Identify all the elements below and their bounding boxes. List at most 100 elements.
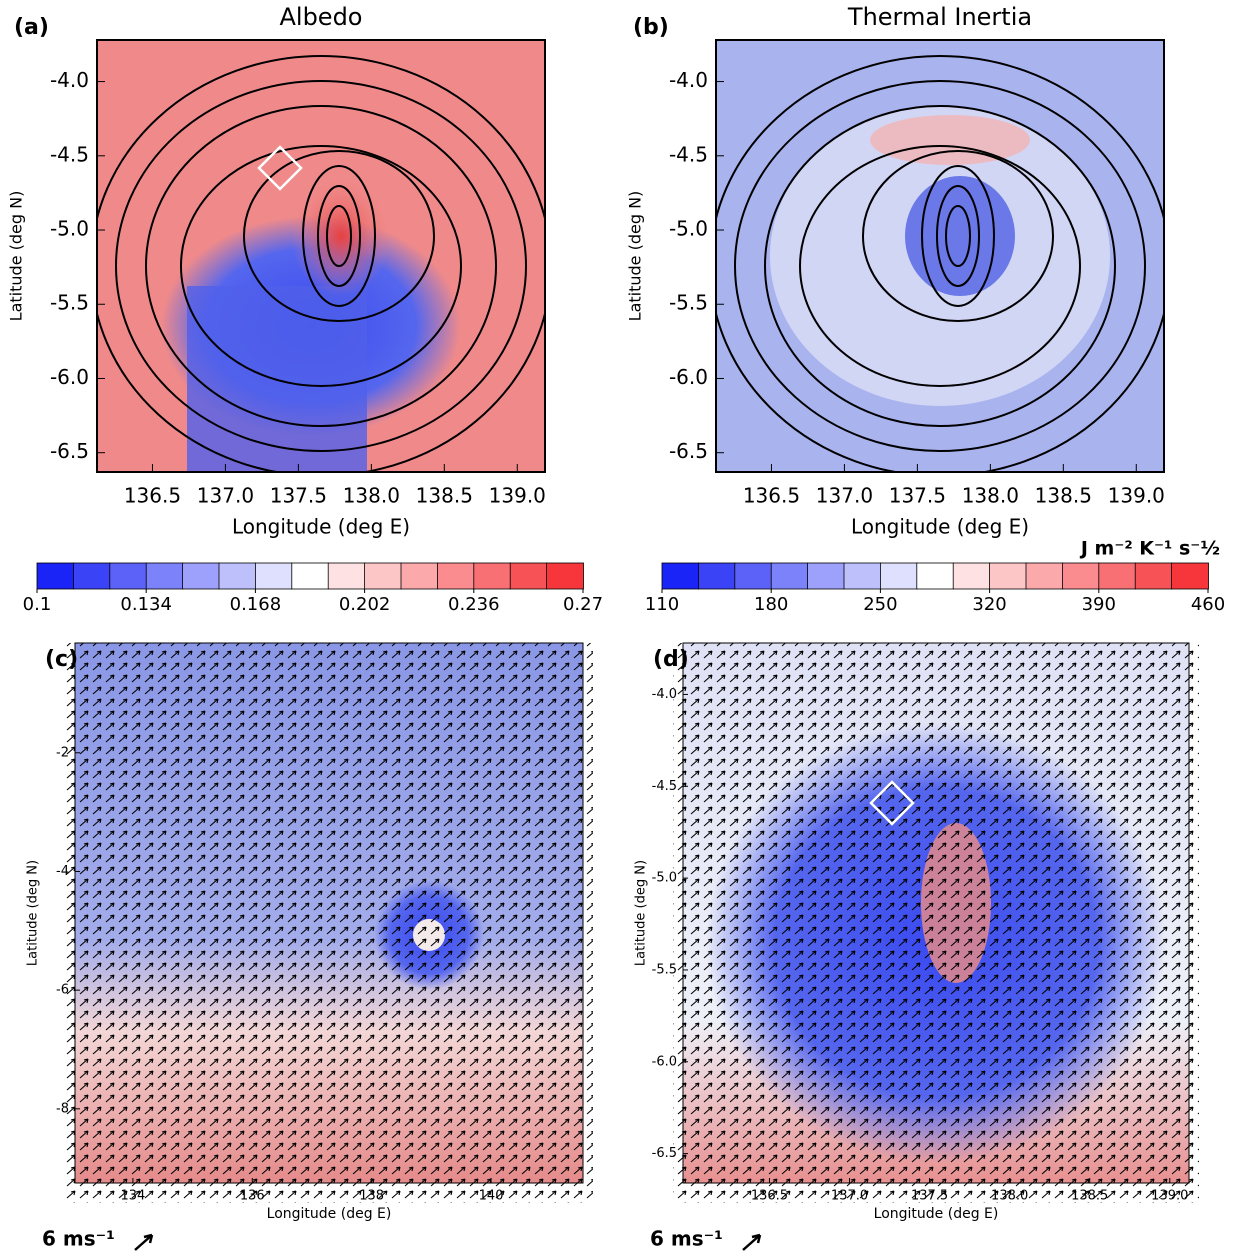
colorbar-cell [400, 562, 439, 590]
x-axis-label: Longitude (deg E) [232, 515, 410, 539]
colorbar-cell [1025, 562, 1064, 590]
colorbar-cell [473, 562, 512, 590]
y-tick-label: -5.0 [669, 217, 708, 241]
x-tick-label: 139.0 [1151, 1189, 1188, 1204]
colorbar-cell [218, 562, 257, 590]
x-tick-label: 140 [479, 1189, 504, 1204]
colorbar-cell [843, 562, 882, 590]
colorbar-tick-label: 460 [1191, 594, 1225, 615]
contour [180, 145, 462, 387]
colorbar-cell [661, 562, 700, 590]
colorbar-tick-label: 0.168 [230, 594, 282, 615]
colorbar-cell [770, 562, 809, 590]
y-tick-label: -6.0 [50, 365, 89, 389]
colorbar-cell [546, 562, 584, 590]
x-tick-label: 137.5 [889, 484, 946, 508]
x-axis-label: Longitude (deg E) [851, 515, 1029, 539]
panel-title: Albedo [279, 3, 362, 31]
y-tick-label: -4.5 [652, 779, 677, 794]
contour [716, 55, 1164, 472]
x-tick-label: 138.5 [416, 484, 473, 508]
colorbar-tick-label: 0.134 [120, 594, 172, 615]
x-tick-label: 139.0 [489, 484, 546, 508]
colorbar-tick-label: 110 [645, 594, 679, 615]
y-tick-label: -5.5 [50, 291, 89, 315]
colorbar-cell [1171, 562, 1209, 590]
vector-scale-arrow [742, 1233, 762, 1251]
panel-label: (b) [633, 15, 669, 40]
contour [97, 55, 545, 472]
panel-title: Thermal Inertia [847, 3, 1032, 31]
colorbar-cell [880, 562, 918, 590]
x-tick-label: 138.0 [343, 484, 400, 508]
y-tick-label: -5.5 [669, 291, 708, 315]
vector-scale-label: 6 ms⁻¹ [650, 1227, 723, 1251]
colorbar-cell [807, 562, 845, 590]
y-tick-label: -5.5 [652, 962, 677, 977]
colorbar-cell [698, 562, 736, 590]
y-tick-label: -4.5 [669, 142, 708, 166]
x-tick-label: 138 [359, 1189, 384, 1204]
contour [734, 80, 1146, 452]
colorbar-cell [436, 562, 475, 590]
colorbar-cell [109, 562, 148, 590]
plot-frame [96, 39, 546, 473]
contour [115, 80, 527, 452]
contour [764, 105, 1116, 427]
x-axis-label: Longitude (deg E) [267, 1206, 392, 1222]
y-axis-label: Latitude (deg N) [7, 191, 26, 322]
x-tick-label: 136.5 [124, 484, 181, 508]
x-tick-label: 134 [120, 1189, 145, 1204]
x-tick-label: 139.0 [1108, 484, 1165, 508]
map-panel: (b) Thermal Inertia 136.5 137.0 137.5 138.0 13… [626, 3, 1226, 615]
field-layer [673, 643, 1199, 1203]
map-panel: (a) Albedo 136.5 137.0 137.5 138.0 138.5 139.0 -… [7, 3, 604, 615]
contour [326, 205, 352, 267]
vector-scale-arrow [134, 1233, 154, 1251]
colorbar-tick-label: 320 [972, 594, 1006, 615]
field [291, 176, 391, 296]
x-tick-label: 138.0 [991, 1189, 1028, 1204]
x-tick-label: 138.5 [1035, 484, 1092, 508]
y-tick-label: -6.5 [50, 439, 89, 463]
colorbar-cell [989, 562, 1027, 590]
contour [936, 185, 980, 287]
y-tick-label: -2 [56, 745, 69, 760]
y-tick-label: -4.5 [50, 142, 89, 166]
x-tick-label: 138.5 [1071, 1189, 1108, 1204]
x-tick-label: 137.5 [911, 1189, 948, 1204]
map-panel: (d) 136.5 137.0 137.5 138.0 138.5 139.0 -4.0 -4.… [634, 642, 1199, 1251]
colorbar-tick-label: 390 [1082, 594, 1116, 615]
y-tick-label: -5.0 [50, 217, 89, 241]
plot-frame [715, 39, 1165, 473]
colorbar-cell [916, 562, 955, 590]
colorbar-cell [327, 562, 366, 590]
wind-vectors [65, 643, 593, 1203]
y-tick-label: -6.0 [669, 365, 708, 389]
colorbar-cell [1062, 562, 1100, 590]
colorbar-cell [254, 562, 293, 590]
panel-label: (c) [45, 647, 78, 672]
y-tick-label: -6.5 [652, 1146, 677, 1161]
y-tick-label: -8 [56, 1101, 69, 1116]
contour [145, 105, 497, 427]
contour [317, 185, 361, 287]
y-tick-label: -6 [56, 983, 69, 998]
site-marker [257, 145, 303, 191]
vector-scale-label: 6 ms⁻¹ [42, 1227, 115, 1251]
plot-frame [74, 642, 584, 1184]
y-tick-label: -6.0 [652, 1054, 677, 1069]
field [870, 115, 1030, 165]
y-axis-label: Latitude (deg N) [26, 860, 41, 966]
x-tick-label: 137.0 [816, 484, 873, 508]
colorbar-unit: J m⁻² K⁻¹ s⁻½ [1079, 538, 1220, 560]
colorbar-tick-label: 0.27 [563, 594, 603, 615]
field-layer [97, 40, 545, 472]
y-tick-label: -4.0 [652, 687, 677, 702]
colorbar-cell [1134, 562, 1173, 590]
x-tick-label: 136.5 [743, 484, 800, 508]
colorbar-cell [509, 562, 548, 590]
y-axis-label: Latitude (deg N) [626, 191, 645, 322]
y-axis-label: Latitude (deg N) [634, 860, 649, 966]
